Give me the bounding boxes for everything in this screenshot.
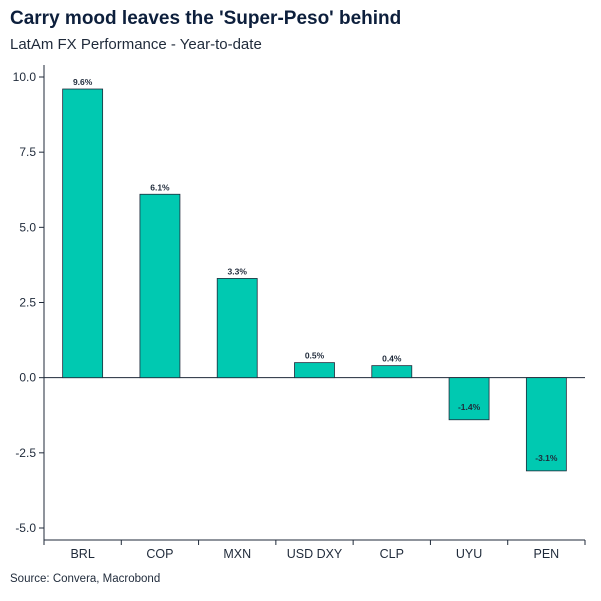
x-tick-label: USD DXY	[287, 547, 343, 561]
y-tick-label: -2.5	[15, 446, 36, 460]
y-tick-label: 5.0	[19, 220, 36, 234]
y-tick-label: 7.5	[19, 145, 36, 159]
bar-cop	[139, 193, 181, 379]
data-label: -3.1%	[535, 453, 558, 463]
chart-subtitle: LatAm FX Performance - Year-to-date	[10, 36, 262, 53]
data-label: 0.4%	[382, 354, 402, 364]
source-note: Source: Convera, Macrobond	[10, 573, 161, 585]
data-label: 6.1%	[150, 182, 170, 192]
y-tick-label: 10.0	[13, 70, 37, 84]
data-label: 9.6%	[73, 77, 93, 87]
x-axis: BRL COP MXN USD DXY CLP UYU PEN	[43, 377, 586, 561]
data-labels-group: 9.6% 6.1% 3.3% 0.5% 0.4% -1.4% -3.1%	[73, 77, 558, 463]
bar-pen	[525, 377, 567, 472]
x-tick-label: MXN	[223, 547, 251, 561]
bar-uyu	[448, 377, 490, 421]
bar-mxn	[216, 278, 258, 379]
x-tick-label: BRL	[70, 547, 94, 561]
y-axis: 10.0 7.5 5.0 2.5 0.0 -2.5 -5.0	[13, 65, 45, 540]
x-tick-label: PEN	[534, 547, 560, 561]
data-label: -1.4%	[458, 402, 481, 412]
chart-title: Carry mood leaves the 'Super-Peso' behin…	[10, 8, 402, 29]
x-tick-label: UYU	[456, 547, 482, 561]
bars-group	[62, 88, 567, 472]
x-tick-label: CLP	[380, 547, 404, 561]
data-label: 0.5%	[305, 351, 325, 361]
bar-usd-dxy	[294, 362, 335, 379]
data-label: 3.3%	[228, 266, 248, 276]
y-tick-label: 0.0	[19, 371, 36, 385]
y-tick-label: -5.0	[15, 521, 36, 535]
bar-brl	[62, 88, 104, 379]
y-tick-label: 2.5	[19, 296, 36, 310]
bar-clp	[371, 365, 413, 379]
x-tick-label: COP	[146, 547, 173, 561]
